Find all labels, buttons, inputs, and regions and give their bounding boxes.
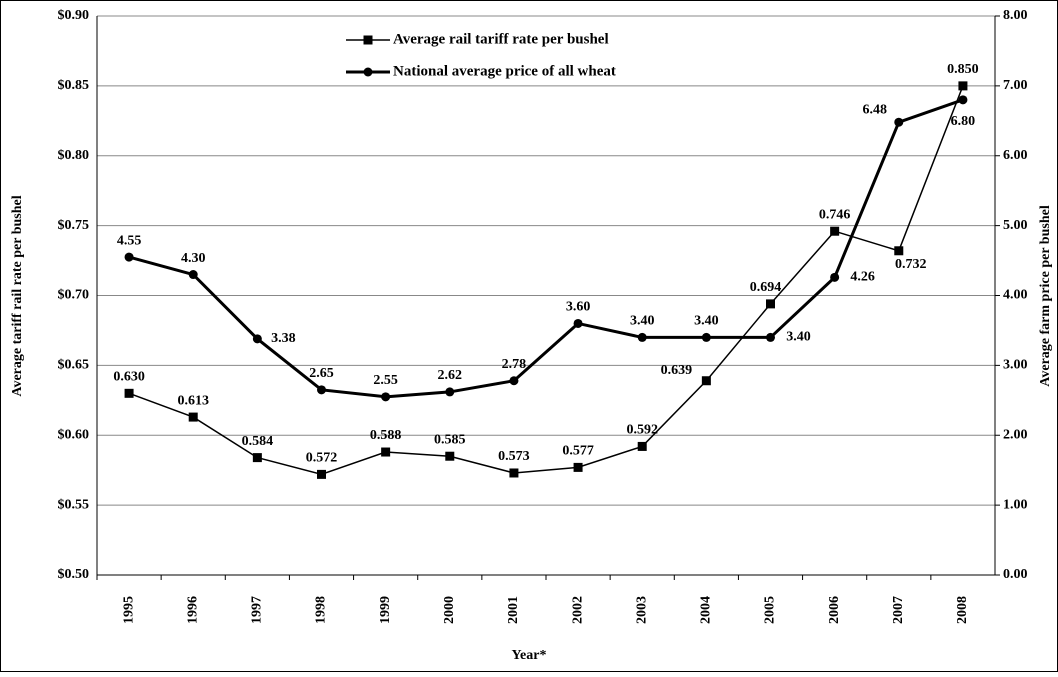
marker: [509, 468, 519, 478]
data-label: 3.40: [786, 330, 811, 345]
data-label: 0.584: [242, 434, 274, 449]
data-label: 2.55: [373, 373, 398, 388]
legend-marker: [363, 67, 373, 77]
data-label: 2.65: [309, 366, 334, 381]
data-label: 2.78: [502, 357, 527, 372]
marker: [701, 376, 711, 386]
data-label: 3.40: [694, 314, 719, 329]
marker: [124, 388, 134, 398]
y2-tick-label: 3.00: [1003, 358, 1028, 373]
marker: [445, 387, 455, 397]
marker: [958, 81, 968, 91]
x-tick-label: 1999: [378, 596, 393, 624]
y2-tick-label: 4.00: [1003, 288, 1028, 303]
x-tick-label: 2005: [763, 596, 778, 624]
marker: [637, 441, 647, 451]
x-tick-label: 2002: [570, 596, 585, 624]
y2-tick-label: 7.00: [1003, 78, 1028, 93]
x-axis-title: Year*: [512, 648, 547, 663]
marker: [637, 332, 647, 342]
x-tick-label: 2003: [634, 596, 649, 624]
data-label: 0.613: [177, 393, 209, 408]
x-tick-label: 2000: [442, 596, 457, 624]
marker: [573, 462, 583, 472]
data-label: 4.26: [850, 270, 875, 285]
data-label: 0.573: [498, 449, 530, 464]
marker: [381, 447, 391, 457]
marker: [188, 270, 198, 280]
data-label: 6.80: [951, 114, 976, 129]
data-label: 0.639: [661, 363, 693, 378]
data-label: 0.577: [562, 444, 594, 459]
marker: [381, 392, 391, 402]
x-tick-label: 1996: [185, 596, 200, 624]
data-label: 0.588: [370, 428, 402, 443]
x-tick-label: 1998: [314, 596, 329, 624]
data-label: 0.630: [113, 370, 145, 385]
y2-tick-label: 5.00: [1003, 218, 1028, 233]
marker: [766, 299, 775, 309]
data-label: 4.30: [181, 251, 206, 266]
y-tick-label: $0.55: [58, 497, 90, 512]
y2-tick-label: 8.00: [1003, 8, 1028, 23]
marker: [701, 332, 711, 342]
y2-tick-label: 2.00: [1003, 427, 1028, 442]
legend-marker: [363, 35, 373, 45]
y-tick-label: $0.50: [58, 567, 90, 582]
y2-tick-label: 0.00: [1003, 567, 1028, 582]
marker: [894, 246, 904, 256]
data-label: 0.585: [434, 432, 466, 447]
x-tick-label: 2006: [827, 596, 842, 624]
marker: [445, 451, 455, 461]
marker: [124, 252, 134, 262]
marker: [894, 117, 904, 127]
x-tick-label: 2007: [891, 596, 906, 624]
data-label: 0.746: [819, 207, 851, 222]
x-tick-label: 2001: [506, 596, 521, 624]
marker: [958, 95, 968, 105]
data-label: 0.592: [626, 423, 658, 438]
y2-axis-title: Average farm price per bushel: [1038, 205, 1053, 387]
marker: [252, 334, 262, 344]
marker: [317, 469, 326, 479]
y-axis-title: Average tariff rail rate per bushel: [10, 195, 25, 396]
marker: [766, 332, 775, 342]
marker: [830, 272, 840, 282]
data-label: 0.572: [306, 451, 338, 466]
x-tick-label: 2008: [955, 596, 970, 624]
data-label: 4.55: [117, 233, 142, 248]
y-tick-label: $0.65: [58, 358, 90, 373]
series-line: [128, 85, 964, 476]
y-tick-label: $0.70: [58, 288, 90, 303]
y-tick-label: $0.75: [58, 218, 90, 233]
y2-tick-label: 1.00: [1003, 497, 1028, 512]
y-tick-label: $0.85: [58, 78, 90, 93]
marker: [188, 412, 198, 422]
data-label: 0.694: [750, 280, 782, 295]
x-tick-label: 1995: [121, 596, 136, 624]
data-label: 3.40: [630, 314, 655, 329]
marker: [830, 226, 840, 236]
x-tick-label: 1997: [250, 596, 265, 624]
data-label: 0.850: [947, 62, 979, 77]
marker: [252, 453, 262, 463]
marker: [317, 385, 326, 395]
marker: [509, 376, 519, 386]
data-label: 3.60: [566, 300, 591, 315]
y-tick-label: $0.80: [58, 148, 90, 163]
y2-tick-label: 6.00: [1003, 148, 1028, 163]
legend-label: National average price of all wheat: [393, 63, 616, 79]
legend-label: Average rail tariff rate per bushel: [393, 31, 609, 47]
x-tick-label: 2004: [699, 596, 714, 624]
data-label: 0.732: [895, 257, 927, 272]
data-label: 3.38: [271, 331, 296, 346]
series-line: [128, 98, 964, 399]
marker: [573, 318, 583, 328]
y-tick-label: $0.60: [58, 427, 90, 442]
y-tick-label: $0.90: [58, 8, 90, 23]
data-label: 6.48: [863, 102, 888, 117]
data-label: 2.62: [438, 368, 463, 383]
